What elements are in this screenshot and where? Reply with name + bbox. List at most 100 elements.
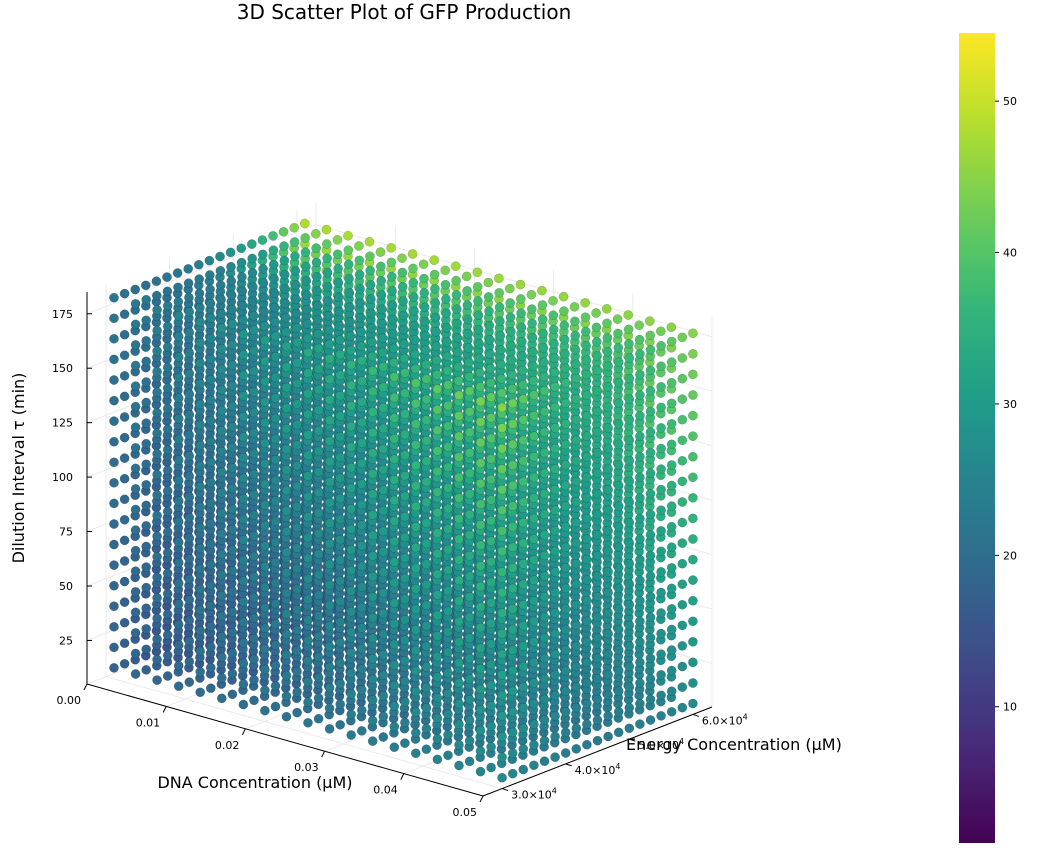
data-point <box>667 481 676 490</box>
data-point <box>625 724 634 733</box>
data-point <box>603 347 612 356</box>
data-point <box>495 288 504 297</box>
data-point <box>377 291 386 300</box>
data-point <box>311 229 320 238</box>
data-point <box>270 303 279 312</box>
data-point <box>625 641 634 650</box>
data-point <box>279 227 288 236</box>
data-point <box>614 728 623 737</box>
data-point <box>430 284 439 293</box>
data-point <box>688 390 697 399</box>
data-point <box>195 289 204 298</box>
data-point <box>237 272 246 281</box>
data-point <box>593 530 602 539</box>
data-point <box>259 264 268 273</box>
data-point <box>667 358 676 367</box>
data-point <box>635 514 644 523</box>
data-point <box>506 327 515 336</box>
data-point <box>269 260 278 269</box>
data-point <box>408 249 417 258</box>
data-point <box>560 321 569 330</box>
data-point <box>625 518 634 527</box>
data-point <box>463 301 472 310</box>
x-tick-4 <box>401 774 404 780</box>
data-point <box>528 319 537 328</box>
data-point <box>635 349 644 358</box>
data-point <box>657 465 666 474</box>
data-point <box>247 240 256 249</box>
data-point <box>227 277 236 286</box>
data-point <box>614 666 623 675</box>
data-point <box>527 305 536 314</box>
data-point <box>582 658 591 667</box>
data-point <box>646 571 655 580</box>
data-point <box>593 613 602 622</box>
data-point <box>688 473 697 482</box>
data-point <box>688 370 697 379</box>
data-point <box>625 374 634 383</box>
data-point <box>582 514 591 523</box>
data-point <box>593 674 602 683</box>
data-point <box>646 674 655 683</box>
data-point <box>625 683 634 692</box>
data-point <box>419 274 428 283</box>
data-point <box>356 313 365 322</box>
x-tick-2 <box>242 729 245 735</box>
data-point <box>593 592 602 601</box>
data-point <box>582 432 591 441</box>
data-point <box>163 287 172 296</box>
data-point <box>657 547 666 556</box>
data-point <box>604 650 613 659</box>
data-point <box>270 274 279 283</box>
data-point <box>237 258 246 267</box>
data-point <box>537 286 546 295</box>
data-point <box>593 407 602 416</box>
data-point <box>688 555 697 564</box>
data-point <box>475 339 484 348</box>
data-point <box>195 275 204 284</box>
data-point <box>625 395 634 404</box>
data-point <box>614 584 623 593</box>
data-point <box>399 311 408 320</box>
data-point <box>635 432 644 441</box>
data-point <box>377 276 386 285</box>
data-point <box>366 280 375 289</box>
data-point <box>604 526 613 535</box>
data-point <box>602 319 611 328</box>
data-point <box>355 270 364 279</box>
data-point <box>473 268 482 277</box>
data-point <box>397 254 406 263</box>
data-point <box>184 293 193 302</box>
data-point <box>657 526 666 535</box>
data-point <box>678 374 687 383</box>
data-point <box>604 403 613 412</box>
data-point <box>593 489 602 498</box>
y-tick-1 <box>566 764 572 766</box>
data-point <box>646 530 655 539</box>
data-point <box>485 321 494 330</box>
data-point <box>688 637 697 646</box>
data-point <box>464 344 473 353</box>
data-point <box>635 335 644 344</box>
data-point <box>388 286 397 295</box>
data-point <box>667 419 676 428</box>
z-tick-label-4: 125 <box>52 417 73 430</box>
data-point <box>484 292 493 301</box>
data-point <box>678 703 687 712</box>
data-point <box>333 250 342 259</box>
y-tick-base-1: 4.0×10 <box>575 764 616 777</box>
data-point <box>248 268 257 277</box>
z-tick-label-0: 25 <box>59 634 73 647</box>
data-point <box>678 559 687 568</box>
data-point <box>688 617 697 626</box>
data-point <box>635 390 644 399</box>
data-point <box>420 288 429 297</box>
data-point <box>216 281 225 290</box>
data-point <box>635 720 644 729</box>
data-point <box>291 266 300 275</box>
data-point <box>582 596 591 605</box>
data-point <box>667 522 676 531</box>
data-point <box>398 282 407 291</box>
data-point <box>430 256 439 265</box>
